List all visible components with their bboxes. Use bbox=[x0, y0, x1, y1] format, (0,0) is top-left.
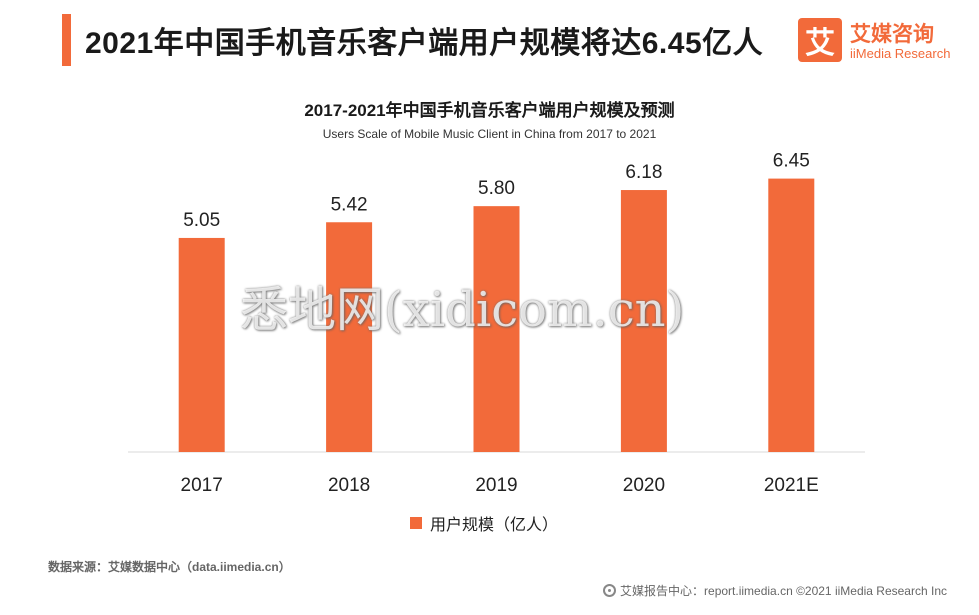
value-label-2021E: 6.45 bbox=[773, 151, 810, 172]
value-label-2017: 5.05 bbox=[183, 210, 220, 231]
brand-logo: 艾 艾媒咨询 iiMedia Research bbox=[798, 16, 958, 66]
value-label-2020: 6.18 bbox=[625, 162, 662, 183]
legend-label: 用户规模（亿人） bbox=[430, 517, 559, 534]
bar-2021E bbox=[768, 178, 815, 452]
report-center-icon bbox=[603, 584, 617, 597]
data-source-note: 数据来源：艾媒数据中心（data.iimedia.cn） bbox=[48, 560, 291, 574]
chart-subtitle: Users Scale of Mobile Music Client in Ch… bbox=[322, 127, 657, 141]
x-tick-label-2018: 2018 bbox=[328, 475, 370, 496]
x-tick-label-2017: 2017 bbox=[181, 475, 223, 496]
bar-2017 bbox=[178, 237, 225, 452]
x-tick-label-2019: 2019 bbox=[475, 475, 517, 496]
footer-text: 艾媒报告中心：report.iimedia.cn ©2021 iiMedia R… bbox=[620, 584, 947, 598]
logo-name-en: iiMedia Research bbox=[850, 46, 951, 61]
chart-title: 2017-2021年中国手机音乐客户端用户规模及预测 bbox=[304, 101, 675, 120]
bar-2020 bbox=[620, 190, 667, 452]
footer: 艾媒报告中心：report.iimedia.cn ©2021 iiMedia R… bbox=[603, 582, 947, 599]
title-accent-bar bbox=[62, 14, 71, 66]
page-title: 2021年中国手机音乐客户端用户规模将达6.45亿人 bbox=[85, 27, 764, 60]
legend-swatch bbox=[410, 517, 422, 529]
value-label-2019: 5.80 bbox=[478, 178, 515, 199]
x-tick-label-2021E: 2021E bbox=[764, 475, 819, 496]
value-label-2018: 5.42 bbox=[331, 194, 368, 215]
logo-name-cn: 艾媒咨询 bbox=[850, 23, 934, 46]
bar-2018 bbox=[326, 222, 373, 452]
x-tick-label-2020: 2020 bbox=[623, 475, 665, 496]
logo-mark: 艾 bbox=[798, 18, 842, 62]
chart-legend: 用户规模（亿人） bbox=[410, 511, 558, 535]
bar-2019 bbox=[473, 206, 520, 452]
